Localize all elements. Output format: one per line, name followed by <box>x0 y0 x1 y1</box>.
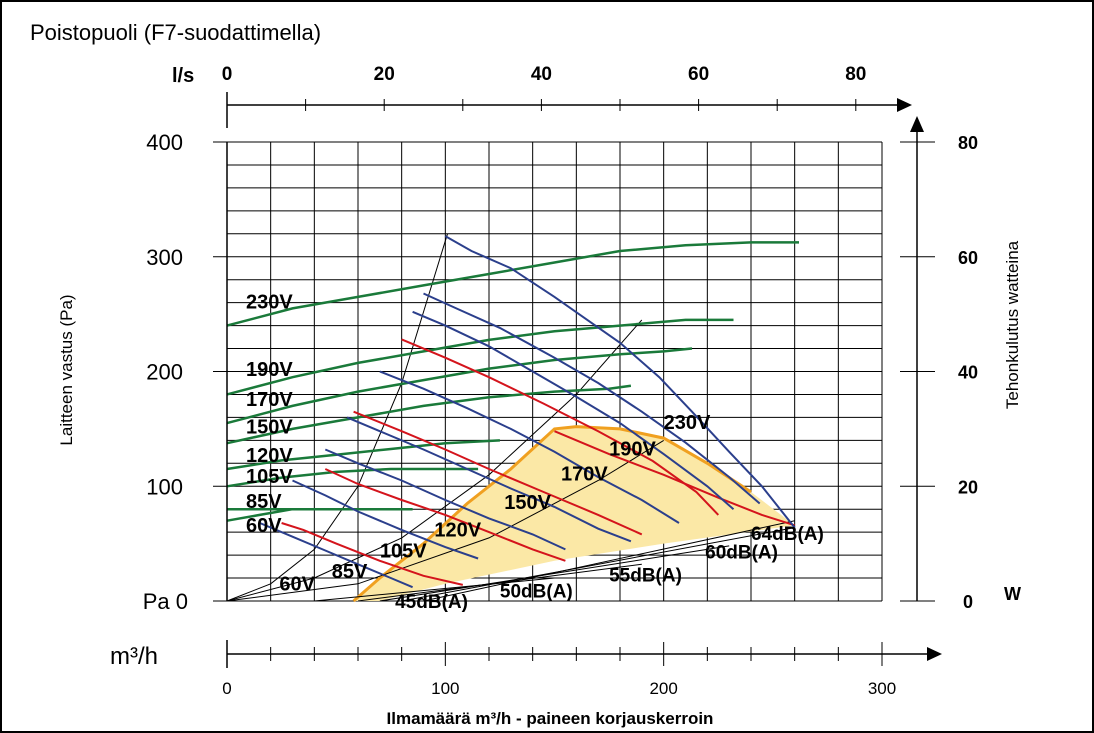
power-curve <box>226 507 380 522</box>
fan-curve-label: 60V <box>279 574 315 596</box>
fan-curve <box>379 370 680 524</box>
sound-curve <box>353 410 643 536</box>
fan-curve <box>292 479 479 560</box>
x2-unit-label: l/s <box>172 65 194 87</box>
x2-tick-label: 20 <box>374 64 395 85</box>
sound-curve-label: 55dB(A) <box>609 565 682 586</box>
system-curve <box>226 319 643 602</box>
fan-curve-label: 150V <box>504 492 551 514</box>
y2-axis-arrow <box>910 116 924 132</box>
x2-axis-arrow <box>897 98 912 112</box>
fan-curve-label: 85V <box>332 561 368 583</box>
y-axis-label: Laitteen vastus (Pa) <box>57 294 76 445</box>
fan-curve <box>412 310 735 510</box>
sound-curve <box>281 522 464 586</box>
x-tick-label: 100 <box>431 679 459 698</box>
sound-line <box>423 520 795 602</box>
chart-title: Poistopuoli (F7-suodattimella) <box>30 20 321 45</box>
operating-area-border <box>352 425 752 603</box>
y2-axis-label: Tehonkulutus watteina <box>1003 240 1022 409</box>
curve-labels: 230V190V170V150V120V105V85V60V230V190V17… <box>246 291 824 612</box>
fan-curve <box>259 522 413 589</box>
sound-curve-label: 64dB(A) <box>751 524 824 545</box>
system-curve <box>226 233 448 602</box>
x-axis-label: Ilmamäärä m³/h - paineen korjauskerroin <box>387 709 714 728</box>
fan-curve <box>423 292 761 505</box>
sound-line <box>314 577 555 602</box>
fan-curve-label: 190V <box>609 438 656 460</box>
y2-zero-unit: W <box>1004 584 1021 604</box>
power-curve <box>226 439 500 471</box>
sound-curve-label: 50dB(A) <box>500 582 573 603</box>
y-tick-label: 200 <box>146 360 183 385</box>
power-curve-label: 60V <box>246 515 282 537</box>
x-unit-label: m³/h <box>110 643 158 670</box>
y2-tick-label: 40 <box>958 363 978 383</box>
axes: Pa 0 100 200 300 400 0 20 40 60 80 0 20 40 60 80 0 100 20… <box>143 64 978 698</box>
power-curve-label: 170V <box>246 389 293 411</box>
sound-curve-label: 45dB(A) <box>395 592 468 613</box>
y-tick-label: 400 <box>146 130 183 155</box>
fan-curve <box>324 448 566 551</box>
curves <box>226 233 799 602</box>
sound-curve <box>401 338 720 516</box>
power-curve-label: 120V <box>246 445 293 467</box>
y-tick-label: 300 <box>146 245 183 270</box>
y2-tick-label: 80 <box>958 133 978 153</box>
sound-line <box>401 527 795 602</box>
power-curve <box>226 318 734 396</box>
fan-curve-label: 105V <box>380 540 427 562</box>
sound-curve <box>554 430 796 527</box>
y2-tick-label: 0 <box>963 592 973 612</box>
power-curve <box>226 347 693 425</box>
x2-tick-label: 80 <box>845 64 866 85</box>
x-tick-label: 300 <box>868 679 896 698</box>
fan-curve <box>346 416 632 543</box>
fan-curve <box>444 235 796 529</box>
fan-curve-label: 170V <box>561 464 608 486</box>
power-curve-label: 85V <box>246 491 282 513</box>
x2-tick-label: 40 <box>531 64 552 85</box>
y-tick-label: 100 <box>146 474 183 499</box>
x-tick-label: 0 <box>222 679 231 698</box>
power-curve <box>226 384 632 445</box>
power-curve-label: 190V <box>246 359 293 381</box>
power-curve-label: 105V <box>246 466 293 488</box>
fan-curve-label: 230V <box>664 412 711 434</box>
sound-line <box>379 545 730 602</box>
sound-curve <box>324 468 566 562</box>
x2-tick-label: 60 <box>688 64 709 85</box>
x-tick-label: 200 <box>649 679 677 698</box>
power-curve-label: 230V <box>246 291 293 313</box>
power-curve-label: 150V <box>246 416 293 438</box>
power-curve <box>226 241 799 327</box>
x-axis-arrow <box>927 647 942 661</box>
power-curve <box>226 467 479 488</box>
sound-curve-label: 60dB(A) <box>705 543 778 564</box>
y2-tick-label: 60 <box>958 248 978 268</box>
y-tick-label: Pa 0 <box>143 589 188 614</box>
system-curve <box>226 439 664 602</box>
fan-curve-label: 120V <box>434 520 481 542</box>
x2-tick-label: 0 <box>222 64 233 85</box>
y2-tick-label: 20 <box>958 477 978 497</box>
